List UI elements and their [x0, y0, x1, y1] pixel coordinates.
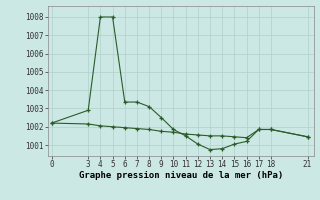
X-axis label: Graphe pression niveau de la mer (hPa): Graphe pression niveau de la mer (hPa) [79, 171, 283, 180]
